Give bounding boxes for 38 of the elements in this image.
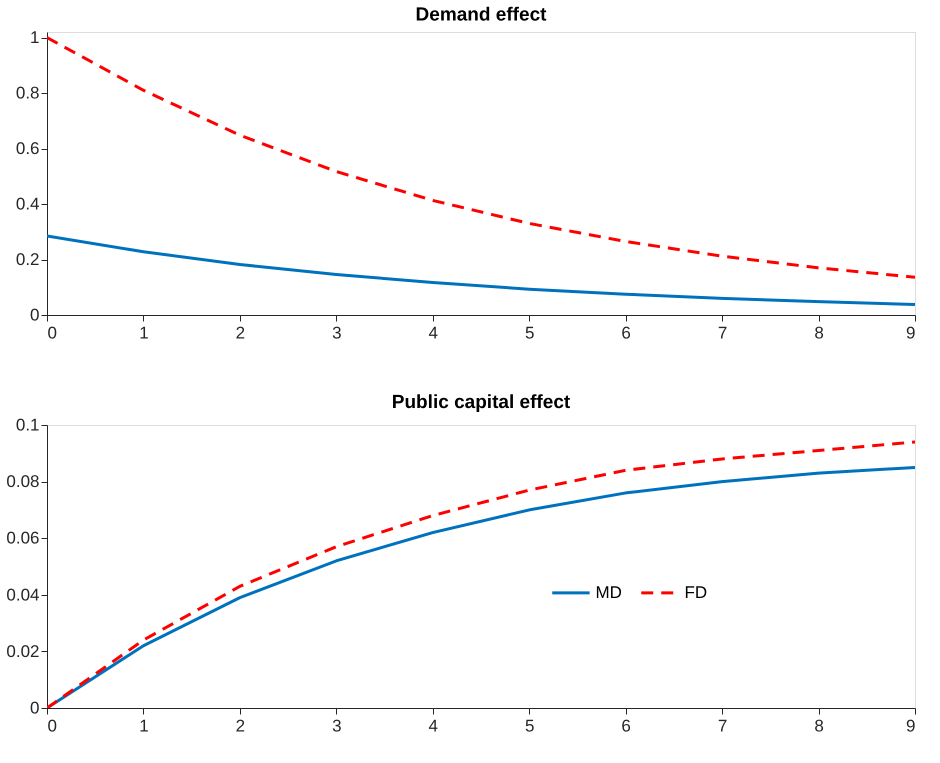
line-series bbox=[47, 234, 915, 306]
x-tick-label: 4 bbox=[428, 324, 438, 342]
y-tick-label: 0 bbox=[30, 698, 40, 718]
y-tick-label: 0.1 bbox=[16, 416, 40, 434]
y-tick-label: 0.2 bbox=[16, 250, 40, 270]
x-tick-label: 0 bbox=[48, 324, 57, 342]
x-tick-label: 2 bbox=[236, 716, 246, 736]
y-tick-label: 0 bbox=[30, 306, 40, 324]
x-tick-label: 9 bbox=[906, 716, 916, 736]
line-series bbox=[47, 36, 915, 279]
legend-label: MD bbox=[595, 582, 622, 602]
x-tick-label: 3 bbox=[332, 324, 342, 342]
y-tick-label: 0.08 bbox=[6, 472, 40, 492]
x-tick-label: 7 bbox=[718, 716, 728, 736]
x-tick-label: 3 bbox=[332, 716, 342, 736]
x-tick-label: 5 bbox=[524, 324, 534, 342]
x-tick-label: 5 bbox=[524, 716, 534, 736]
x-tick-label: 1 bbox=[139, 324, 149, 342]
x-tick-label: 8 bbox=[814, 716, 824, 736]
x-tick-label: 2 bbox=[236, 324, 246, 342]
y-tick-label: 0.06 bbox=[6, 528, 40, 548]
x-tick-label: 6 bbox=[621, 716, 631, 736]
x-tick-label: 9 bbox=[906, 324, 916, 342]
chart-title: Public capital effect bbox=[392, 392, 571, 413]
y-tick-label: 1 bbox=[30, 28, 40, 48]
y-tick-label: 0.04 bbox=[6, 585, 40, 604]
x-tick-label: 8 bbox=[814, 324, 824, 342]
y-tick-label: 0.6 bbox=[16, 139, 40, 158]
x-tick-label: 4 bbox=[428, 716, 438, 736]
x-tick-label: 6 bbox=[621, 324, 631, 342]
legend-label: FD bbox=[684, 582, 708, 602]
x-tick-label: 1 bbox=[139, 716, 149, 736]
y-tick-label: 0.02 bbox=[6, 642, 40, 661]
x-tick-label: 7 bbox=[718, 324, 728, 342]
y-tick-label: 0.4 bbox=[16, 194, 40, 214]
chart-title: Demand effect bbox=[416, 4, 548, 26]
y-tick-label: 0.8 bbox=[16, 84, 40, 103]
x-tick-label: 0 bbox=[48, 716, 57, 736]
